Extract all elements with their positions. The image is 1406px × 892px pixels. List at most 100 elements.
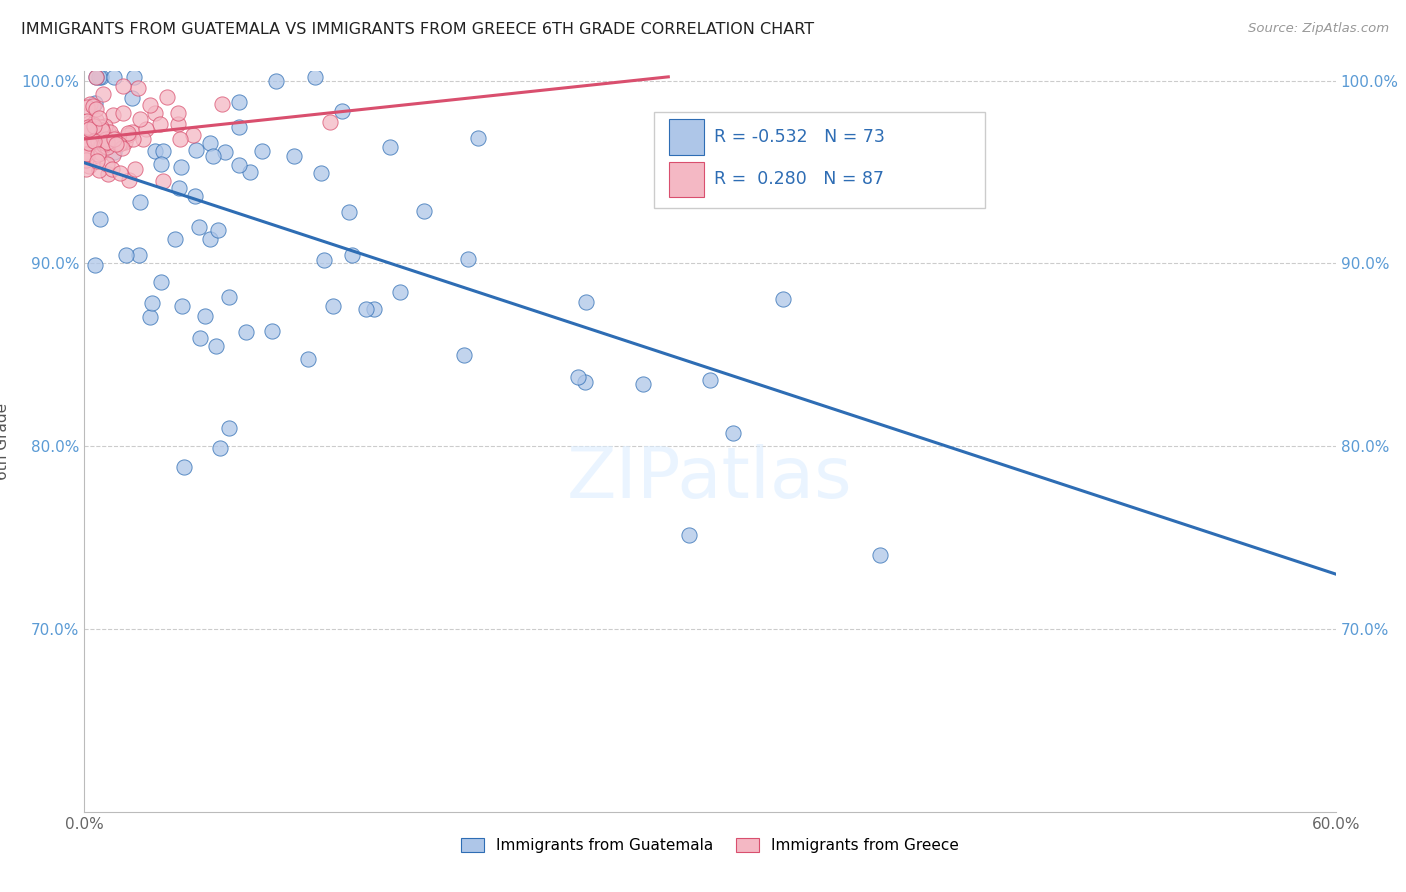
- Point: [90, 146, 112, 161]
- Point: [207, 223, 229, 237]
- Point: [87, 70, 110, 84]
- Point: [87, 124, 110, 138]
- Point: [187, 219, 209, 234]
- Point: [138, 310, 160, 325]
- Point: [124, 162, 146, 177]
- Point: [121, 91, 143, 105]
- Point: [723, 425, 745, 440]
- Point: [93, 138, 115, 153]
- Point: [143, 144, 166, 158]
- Point: [103, 132, 125, 146]
- Point: [82, 98, 104, 112]
- Point: [205, 338, 228, 352]
- Point: [127, 80, 149, 95]
- Point: [188, 331, 211, 345]
- Point: [83, 258, 105, 272]
- Text: ZIPatlas: ZIPatlas: [567, 444, 853, 513]
- Point: [129, 195, 152, 210]
- Point: [90, 70, 112, 84]
- Point: [76, 114, 98, 128]
- Point: [181, 128, 204, 143]
- Point: [100, 135, 122, 149]
- Point: [103, 70, 125, 84]
- Point: [155, 90, 177, 104]
- Point: [312, 252, 335, 267]
- Point: [198, 232, 221, 246]
- Point: [89, 111, 111, 125]
- Point: [84, 112, 107, 127]
- Text: R = -0.532   N = 73: R = -0.532 N = 73: [714, 128, 884, 145]
- Point: [228, 158, 250, 172]
- Point: [84, 70, 107, 84]
- Point: [135, 122, 157, 136]
- Point: [149, 117, 172, 131]
- Point: [631, 376, 654, 391]
- Point: [264, 74, 287, 88]
- Point: [235, 325, 257, 339]
- Point: [322, 299, 344, 313]
- Point: [184, 144, 207, 158]
- Point: [111, 140, 134, 154]
- Point: [76, 100, 98, 114]
- Point: [141, 296, 163, 310]
- Point: [250, 144, 273, 158]
- Point: [94, 119, 117, 133]
- Bar: [669, 120, 704, 155]
- Point: [124, 70, 146, 84]
- Point: [575, 295, 598, 310]
- Point: [150, 275, 173, 289]
- Point: [354, 301, 377, 316]
- Point: [96, 156, 118, 170]
- Point: [173, 459, 195, 474]
- Point: [869, 548, 891, 562]
- Point: [228, 120, 250, 134]
- Point: [201, 149, 224, 163]
- Point: [283, 149, 305, 163]
- Point: [90, 139, 112, 153]
- Point: [567, 370, 589, 384]
- Point: [363, 301, 385, 316]
- Point: [104, 137, 127, 152]
- Point: [194, 309, 217, 323]
- Point: [108, 166, 131, 180]
- Point: [86, 134, 108, 148]
- Point: [118, 173, 141, 187]
- Point: [101, 162, 124, 177]
- Legend: Immigrants from Guatemala, Immigrants from Greece: Immigrants from Guatemala, Immigrants fr…: [454, 832, 966, 860]
- Point: [170, 299, 193, 313]
- Point: [75, 146, 97, 161]
- Point: [77, 136, 100, 151]
- Point: [170, 160, 193, 174]
- Point: [80, 130, 103, 145]
- Point: [211, 97, 233, 112]
- Point: [108, 137, 131, 152]
- Point: [83, 119, 105, 133]
- Point: [167, 117, 190, 131]
- Point: [77, 159, 100, 173]
- Point: [330, 104, 353, 119]
- Point: [90, 123, 112, 137]
- Point: [103, 148, 125, 162]
- Point: [91, 87, 114, 101]
- Point: [218, 421, 240, 435]
- Point: [167, 106, 190, 120]
- Point: [89, 162, 111, 177]
- Point: [82, 117, 104, 131]
- Point: [138, 98, 160, 112]
- Point: [87, 136, 110, 150]
- Point: [101, 129, 124, 144]
- Point: [97, 125, 120, 139]
- Point: [110, 136, 132, 151]
- Point: [128, 112, 150, 127]
- Point: [75, 136, 97, 151]
- Point: [79, 96, 101, 111]
- Point: [86, 70, 108, 84]
- Point: [699, 373, 721, 387]
- Point: [96, 135, 118, 149]
- Point: [80, 122, 103, 136]
- Text: R =  0.280   N = 87: R = 0.280 N = 87: [714, 169, 884, 187]
- Point: [83, 95, 105, 110]
- Point: [304, 70, 326, 84]
- Point: [337, 204, 360, 219]
- Point: [198, 136, 221, 150]
